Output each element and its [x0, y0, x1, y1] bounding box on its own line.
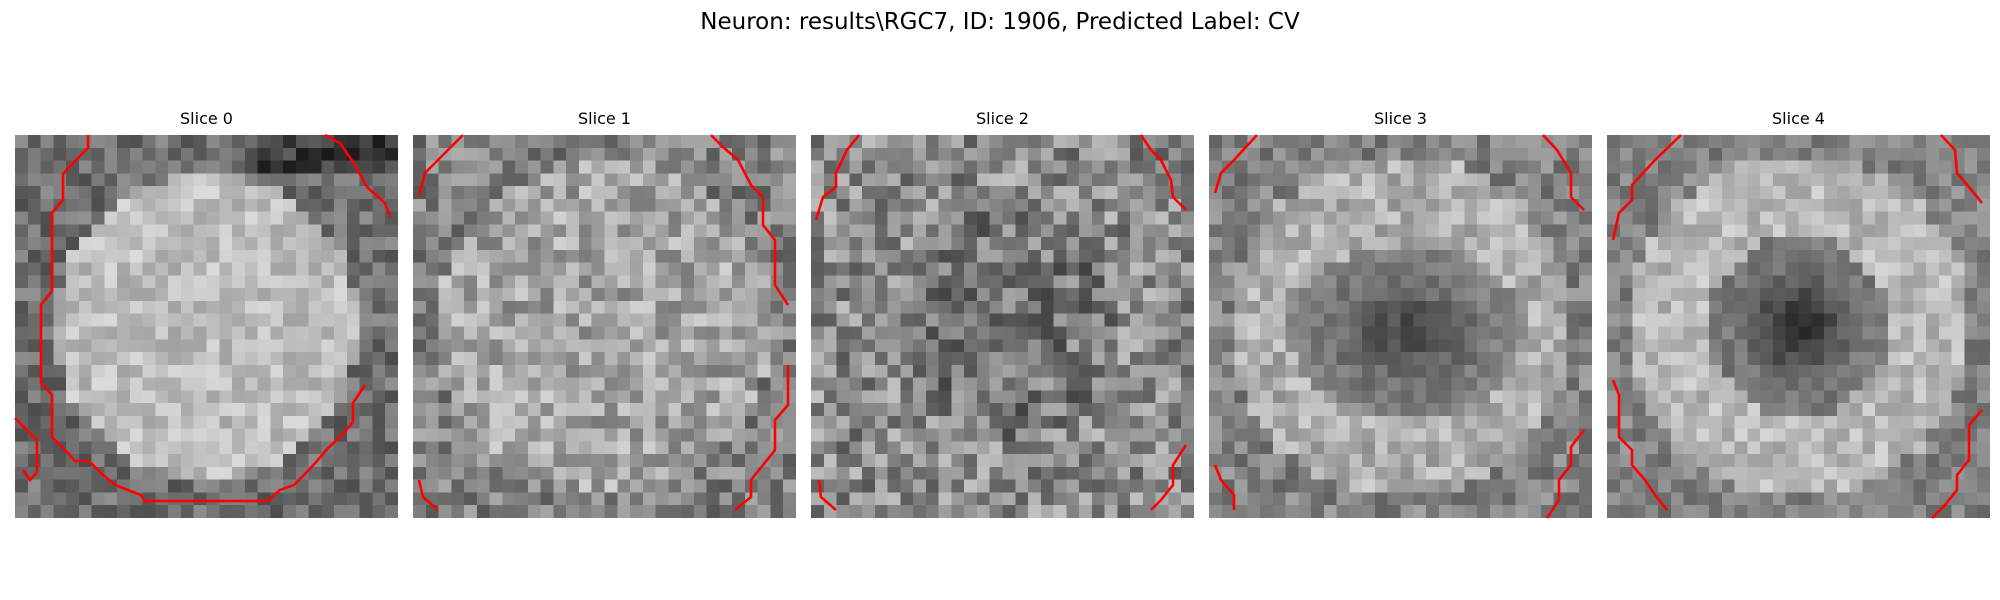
red-contour [14, 133, 392, 503]
slice-image-3 [1209, 134, 1592, 519]
slice-title: Slice 4 [1772, 109, 1825, 128]
grayscale-heatmap [811, 135, 1194, 518]
slice-image-4 [1607, 134, 1990, 519]
slice-panel-0: Slice 0 [14, 109, 398, 518]
red-contour [1611, 134, 1984, 519]
slice-image-0 [14, 133, 398, 518]
slice-panel-4: Slice 4 [1607, 109, 1990, 519]
slice-panel-3: Slice 3 [1209, 109, 1592, 519]
slice-image-1 [413, 134, 796, 518]
slice-title: Slice 0 [180, 109, 233, 128]
slice-title: Slice 3 [1374, 109, 1427, 128]
slice-panel-1: Slice 1 [413, 109, 796, 518]
grayscale-heatmap [1607, 135, 1990, 518]
grayscale-heatmap [413, 135, 796, 518]
figure-title: Neuron: results\RGC7, ID: 1906, Predicte… [700, 9, 1300, 35]
slice-title: Slice 2 [976, 109, 1029, 128]
red-contour [417, 134, 790, 512]
red-contour [1213, 134, 1586, 519]
slice-title: Slice 1 [578, 109, 631, 128]
red-contour [814, 134, 1188, 511]
grayscale-heatmap [15, 135, 398, 518]
grayscale-heatmap [1209, 135, 1592, 518]
slice-panel-2: Slice 2 [811, 109, 1194, 518]
slice-image-2 [811, 134, 1194, 518]
